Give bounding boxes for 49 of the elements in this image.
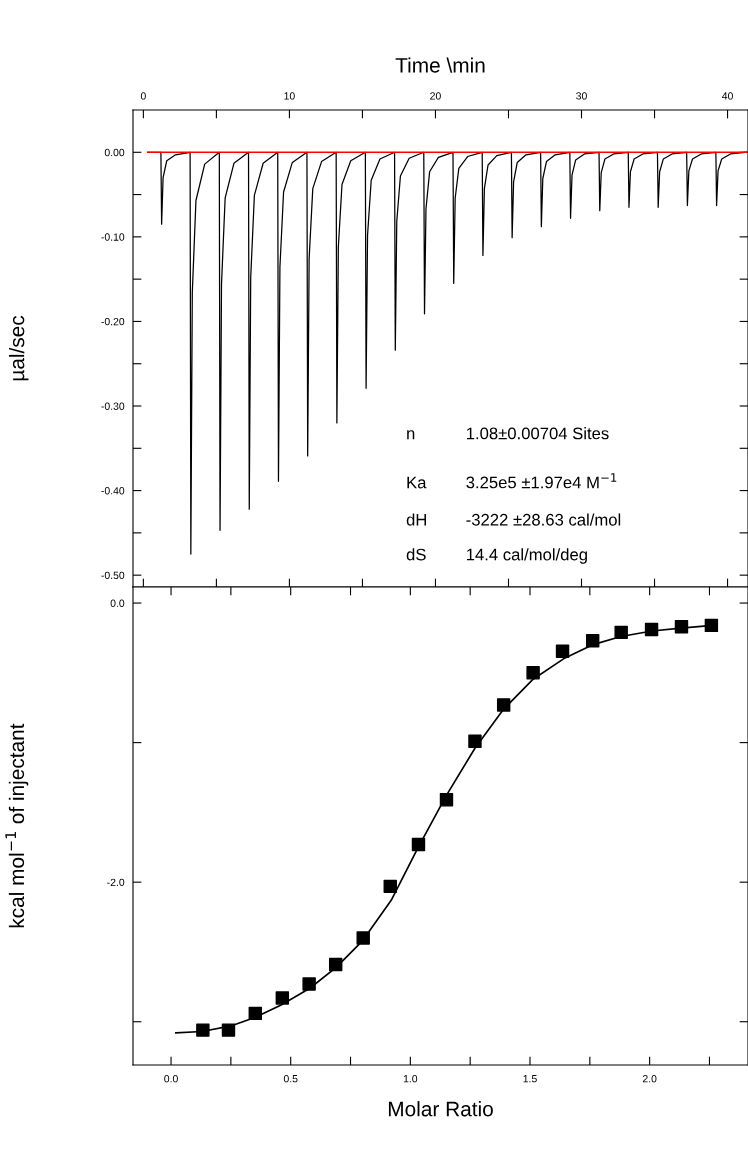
point bbox=[302, 977, 316, 991]
y-tick-label: -0.10 bbox=[101, 233, 125, 241]
point bbox=[196, 1023, 210, 1037]
point bbox=[644, 622, 659, 637]
x-tick-label: 1.5 bbox=[523, 1075, 537, 1083]
annotation: dH bbox=[406, 513, 427, 526]
x-tick-label: 1.0 bbox=[403, 1075, 418, 1083]
annotation: 14.4 cal/mol/deg bbox=[466, 548, 587, 564]
y-tick-label: -0.20 bbox=[101, 317, 125, 326]
point bbox=[526, 666, 540, 680]
x-tick-label: 30 bbox=[576, 92, 587, 100]
annotation: dS bbox=[406, 548, 426, 561]
point bbox=[439, 793, 454, 807]
point bbox=[356, 931, 370, 945]
y-tick-label: -0.50 bbox=[101, 571, 125, 580]
y-axis-title: kcal mol$^{−1}$ of injectant bbox=[5, 723, 29, 928]
point bbox=[411, 837, 426, 852]
point bbox=[585, 634, 600, 648]
y-tick-label: -0.30 bbox=[101, 402, 125, 410]
point bbox=[328, 957, 343, 972]
annotation: n bbox=[407, 430, 415, 440]
y-tick-label: 0.00 bbox=[104, 148, 125, 157]
point bbox=[704, 618, 719, 633]
point bbox=[614, 625, 628, 640]
point bbox=[555, 644, 570, 658]
y-tick-label: -2.0 bbox=[107, 878, 125, 887]
point bbox=[275, 991, 290, 1005]
x-axis-title: Molar Ratio bbox=[388, 1101, 493, 1117]
point bbox=[248, 1006, 262, 1021]
x-tick-label: 20 bbox=[430, 92, 441, 100]
x-tick-label: 0.0 bbox=[164, 1075, 178, 1083]
y-tick-label: -0.40 bbox=[101, 487, 125, 495]
annotation: -3222 ±28.63 cal/mol bbox=[466, 513, 621, 526]
y-tick-label: 0.0 bbox=[110, 599, 125, 607]
x-axis-title: Time \min bbox=[395, 57, 485, 73]
point bbox=[496, 698, 511, 712]
annotation: 3.25e5 ±1.97e4 M$^{−1}$ bbox=[466, 473, 617, 489]
x-tick-label: 10 bbox=[284, 92, 295, 100]
x-tick-label: 2.0 bbox=[642, 1075, 657, 1083]
y-axis-title: µal/sec bbox=[9, 315, 29, 381]
point bbox=[221, 1023, 236, 1037]
point bbox=[674, 620, 689, 634]
annotation: 1.08±0.00704 Sites bbox=[466, 427, 609, 440]
x-tick-label: 0.5 bbox=[283, 1075, 298, 1083]
point bbox=[468, 734, 482, 748]
annotation: Ka bbox=[407, 476, 427, 489]
x-tick-label: 40 bbox=[722, 92, 733, 100]
point bbox=[383, 879, 397, 894]
x-tick-label: 0 bbox=[140, 92, 146, 100]
